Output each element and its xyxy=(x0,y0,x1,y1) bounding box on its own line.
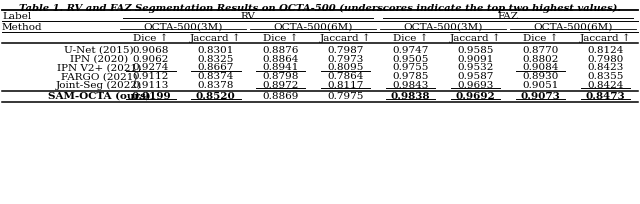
Text: 0.9084: 0.9084 xyxy=(522,63,559,72)
Text: 0.8473: 0.8473 xyxy=(586,92,625,101)
Text: 0.9091: 0.9091 xyxy=(458,55,494,64)
Text: 0.9112: 0.9112 xyxy=(132,72,169,81)
Text: 0.9693: 0.9693 xyxy=(458,81,494,90)
Text: 0.8864: 0.8864 xyxy=(262,55,299,64)
Text: 0.9587: 0.9587 xyxy=(458,72,494,81)
Text: 0.8124: 0.8124 xyxy=(588,46,624,55)
Text: 0.7973: 0.7973 xyxy=(328,55,364,64)
Text: Jaccard ↑: Jaccard ↑ xyxy=(320,34,372,43)
Text: 0.8325: 0.8325 xyxy=(198,55,234,64)
Text: 0.8802: 0.8802 xyxy=(522,55,559,64)
Text: 0.8667: 0.8667 xyxy=(198,63,234,72)
Text: 0.9785: 0.9785 xyxy=(392,72,429,81)
Text: Label: Label xyxy=(2,12,31,21)
Text: OCTA-500(6M): OCTA-500(6M) xyxy=(533,23,612,32)
Text: 0.9113: 0.9113 xyxy=(132,81,169,90)
Text: 0.8869: 0.8869 xyxy=(262,92,299,101)
Text: Dice ↑: Dice ↑ xyxy=(263,34,298,43)
Text: 0.8301: 0.8301 xyxy=(198,46,234,55)
Text: 0.8117: 0.8117 xyxy=(328,81,364,90)
Text: OCTA-500(3M): OCTA-500(3M) xyxy=(143,23,223,32)
Text: 0.9838: 0.9838 xyxy=(391,92,431,101)
Text: Dice ↑: Dice ↑ xyxy=(393,34,428,43)
Text: 0.9755: 0.9755 xyxy=(392,63,429,72)
Text: 0.9062: 0.9062 xyxy=(132,55,169,64)
Text: Dice ↑: Dice ↑ xyxy=(523,34,558,43)
Text: 0.9692: 0.9692 xyxy=(456,92,495,101)
Text: 0.8095: 0.8095 xyxy=(328,63,364,72)
Text: 0.9843: 0.9843 xyxy=(392,81,429,90)
Text: OCTA-500(6M): OCTA-500(6M) xyxy=(273,23,353,32)
Text: 0.8798: 0.8798 xyxy=(262,72,299,81)
Text: Joint-Seg (2022): Joint-Seg (2022) xyxy=(56,81,142,90)
Text: Table 1. RV and FAZ Segmentation Results on OCTA-500 (underscores indicate the t: Table 1. RV and FAZ Segmentation Results… xyxy=(19,4,621,13)
Text: 0.8423: 0.8423 xyxy=(588,63,624,72)
Text: 0.8355: 0.8355 xyxy=(588,72,624,81)
Text: 0.7980: 0.7980 xyxy=(588,55,624,64)
Text: 0.8941: 0.8941 xyxy=(262,63,299,72)
Text: FARGO (2021): FARGO (2021) xyxy=(61,72,138,81)
Text: 0.9585: 0.9585 xyxy=(458,46,494,55)
Text: 0.9199: 0.9199 xyxy=(131,92,171,101)
Text: 0.8930: 0.8930 xyxy=(522,72,559,81)
Text: IPN (2020): IPN (2020) xyxy=(70,55,128,64)
Text: 0.7975: 0.7975 xyxy=(328,92,364,101)
Text: 0.8378: 0.8378 xyxy=(198,81,234,90)
Text: 0.8424: 0.8424 xyxy=(588,81,624,90)
Text: 0.8972: 0.8972 xyxy=(262,81,299,90)
Text: 0.9274: 0.9274 xyxy=(132,63,169,72)
Text: Jaccard ↑: Jaccard ↑ xyxy=(450,34,501,43)
Text: Dice ↑: Dice ↑ xyxy=(133,34,168,43)
Text: 0.8770: 0.8770 xyxy=(522,46,559,55)
Text: 0.7864: 0.7864 xyxy=(328,72,364,81)
Text: OCTA-500(3M): OCTA-500(3M) xyxy=(403,23,483,32)
Text: FAZ: FAZ xyxy=(498,12,518,21)
Text: 0.9505: 0.9505 xyxy=(392,55,429,64)
Text: RV: RV xyxy=(241,12,256,21)
Text: 0.9747: 0.9747 xyxy=(392,46,429,55)
Text: 0.8520: 0.8520 xyxy=(196,92,236,101)
Text: U-Net (2015): U-Net (2015) xyxy=(65,46,134,55)
Text: Jaccard ↑: Jaccard ↑ xyxy=(580,34,631,43)
Text: Method: Method xyxy=(2,23,43,32)
Text: SAM-OCTA (ours): SAM-OCTA (ours) xyxy=(48,92,150,101)
Text: 0.8374: 0.8374 xyxy=(198,72,234,81)
Text: 0.9532: 0.9532 xyxy=(458,63,494,72)
Text: 0.9073: 0.9073 xyxy=(521,92,561,101)
Text: 0.9051: 0.9051 xyxy=(522,81,559,90)
Text: 0.9068: 0.9068 xyxy=(132,46,169,55)
Text: 0.8876: 0.8876 xyxy=(262,46,299,55)
Text: 0.7987: 0.7987 xyxy=(328,46,364,55)
Text: IPN V2+ (2021): IPN V2+ (2021) xyxy=(57,63,141,72)
Text: Jaccard ↑: Jaccard ↑ xyxy=(190,34,242,43)
